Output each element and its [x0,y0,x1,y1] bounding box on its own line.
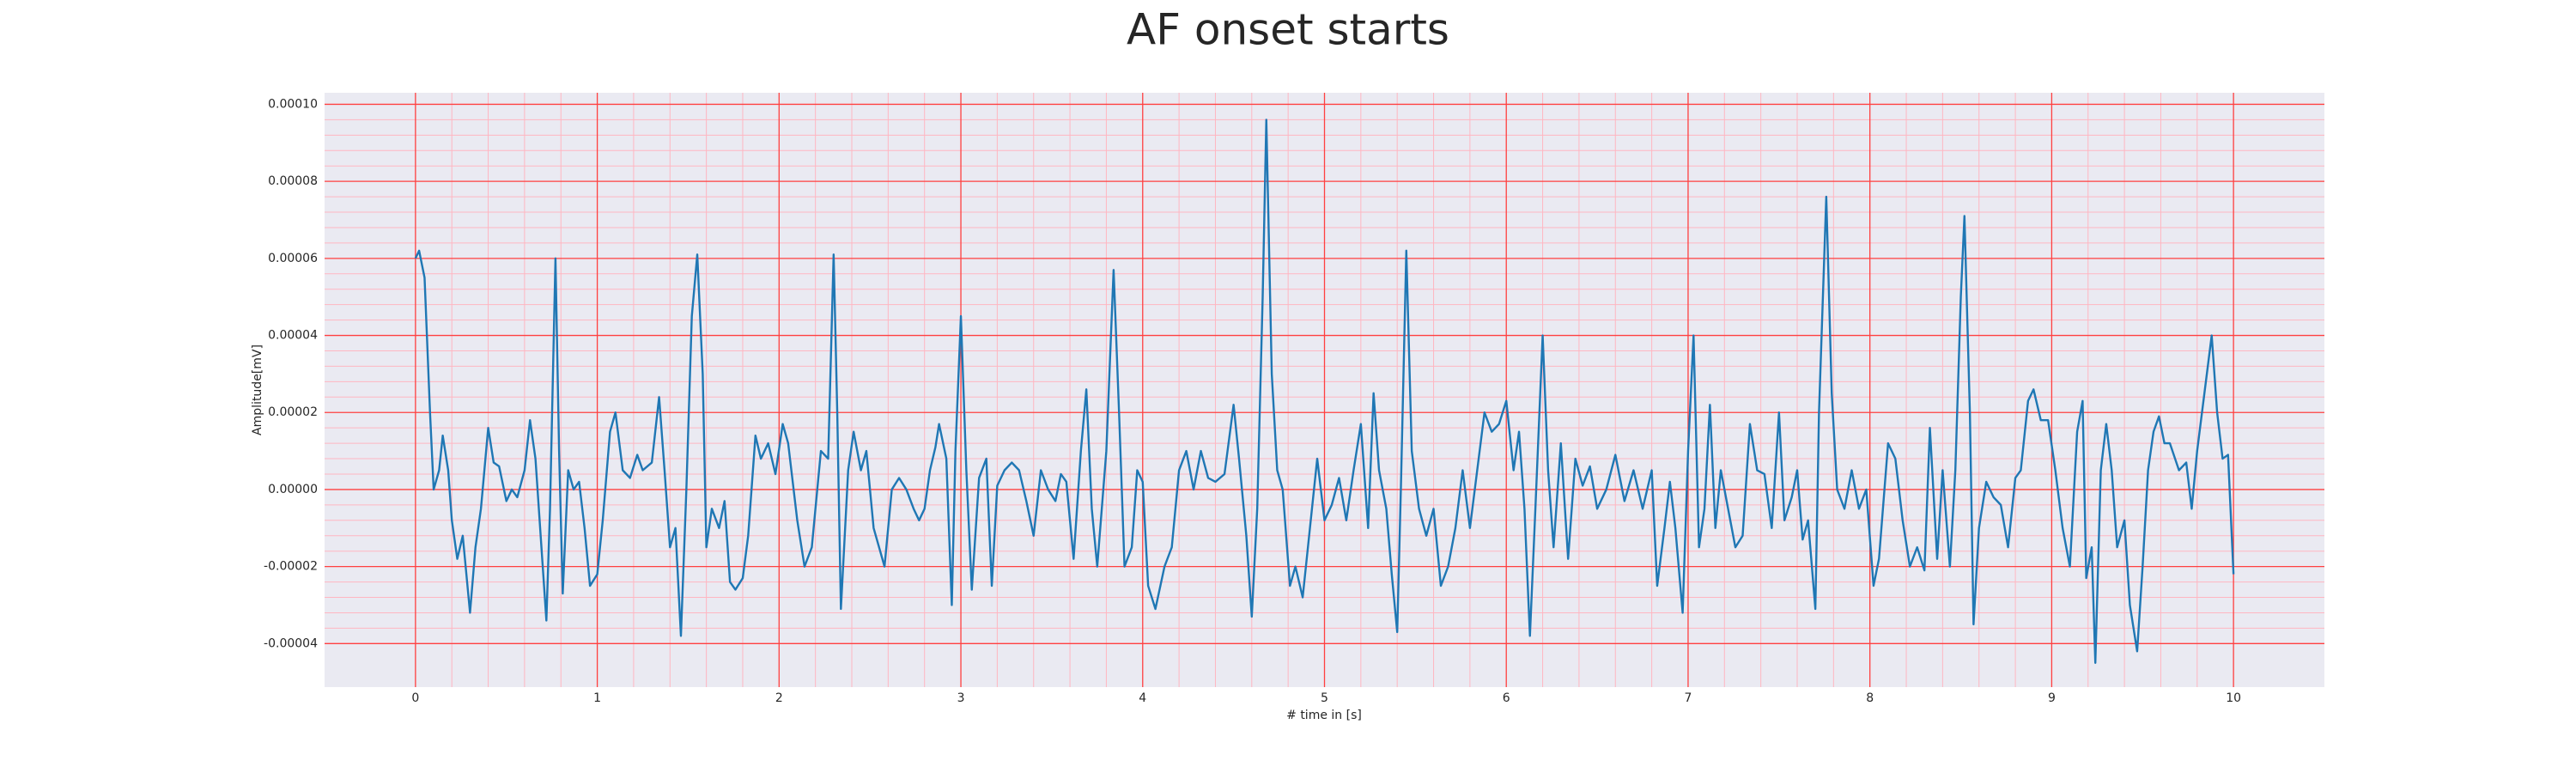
y-tick-label: 0.00010 [268,97,318,111]
grid [325,93,2324,687]
x-axis-label: # time in [s] [1286,709,1362,722]
x-tick-label: 2 [775,691,783,705]
line [414,119,2235,664]
y-tick-label: 0.00006 [268,252,318,265]
x-tick-label: 10 [2226,691,2241,705]
y-axis-label: Amplitude[mV] [251,344,264,435]
y-tick-label: 0.00004 [268,329,318,343]
x-tick-label: 3 [957,691,965,705]
x-tick-label: 0 [411,691,419,705]
y-tick-label: -0.00002 [264,560,318,574]
x-tick-label: 9 [2048,691,2056,705]
y-tick-label: 0.00002 [268,405,318,419]
y-tick-label: -0.00004 [264,636,318,650]
chart-title: AF onset starts [1127,5,1449,55]
x-tick-label: 5 [1321,691,1328,705]
x-tick-label: 4 [1139,691,1146,705]
x-tick-label: 6 [1503,691,1510,705]
marks [414,119,2235,664]
x-tick-label: 8 [1866,691,1874,705]
y-tick-label: 0.00008 [268,174,318,188]
x-tick-label: 1 [593,691,601,705]
x-tick-label: 7 [1684,691,1692,705]
y-tick-label: 0.00000 [268,483,318,496]
